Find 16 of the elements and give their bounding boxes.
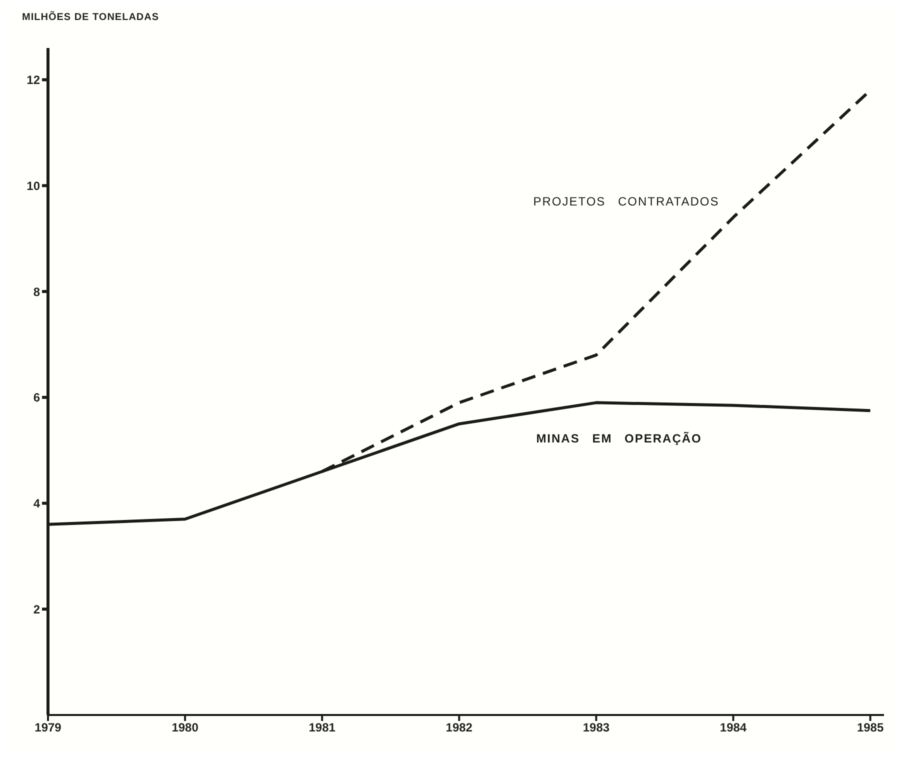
y-tick-label: 2	[33, 602, 40, 616]
y-tick-label: 10	[26, 178, 40, 193]
y-tick-label: 6	[33, 390, 40, 405]
series-label: PROJETOS CONTRATADOS	[533, 194, 720, 208]
x-tick-label: 1984	[720, 720, 747, 735]
x-tick-label: 1979	[34, 720, 62, 735]
y-tick-label: 12	[26, 73, 40, 88]
x-tick-label: 1980	[172, 720, 199, 735]
y-tick-label: 4	[33, 496, 40, 511]
x-tick-label: 1982	[446, 720, 473, 735]
x-tick-label: 1983	[582, 720, 610, 735]
x-tick-label: 1985	[856, 720, 884, 735]
y-axis-title: MILHÕES DE TONELADAS	[22, 12, 160, 23]
y-tick-label: 8	[33, 284, 40, 299]
x-tick-label: 1981	[308, 720, 336, 735]
series-label: MINAS EM OPERAÇÃO	[536, 432, 702, 446]
